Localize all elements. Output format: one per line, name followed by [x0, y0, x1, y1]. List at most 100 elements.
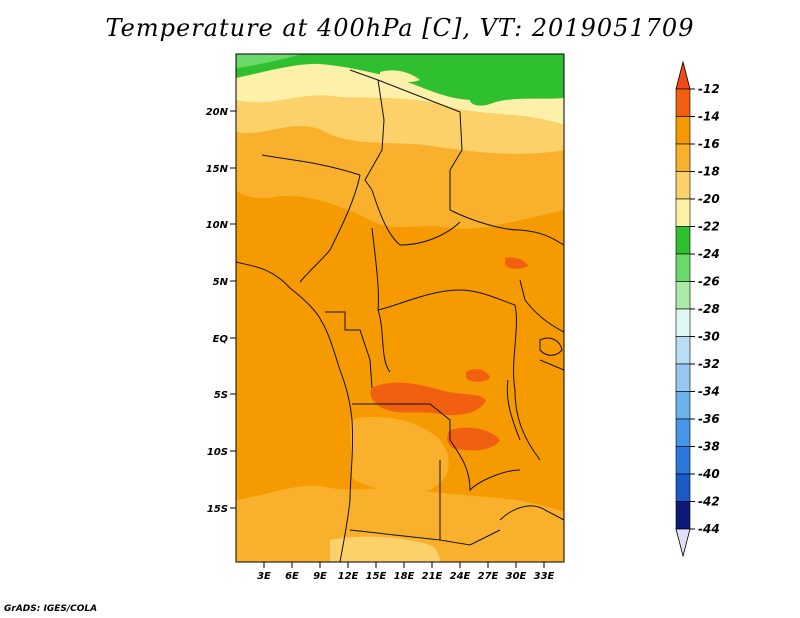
border-cameroon-car [371, 227, 379, 311]
field-band-24-east [470, 54, 564, 106]
border-angola-zambia [439, 460, 501, 546]
colorbar-label: -22 [698, 220, 720, 234]
border-chad-car [371, 189, 461, 246]
colorbar-bin [675, 308, 691, 337]
colorbar-label: -34 [698, 385, 720, 399]
colorbar-bin [675, 253, 691, 282]
border-tanzania [539, 359, 564, 371]
colorbar-bin [675, 88, 691, 117]
lat-label: 15N [206, 164, 229, 175]
lon-label: 3E [257, 571, 271, 582]
lat-label: 10S [207, 447, 228, 458]
lon-label: 6E [285, 571, 299, 582]
colorbar-label: -20 [698, 192, 720, 206]
field-band-16-south [236, 485, 564, 562]
colorbar-label: -12 [698, 82, 720, 96]
colorbar-label: -26 [698, 275, 720, 289]
colorbar-label: -32 [698, 357, 720, 371]
field-band-26 [236, 54, 300, 68]
colorbar-label: -24 [698, 247, 720, 261]
field-band-22-spot [380, 70, 420, 83]
longitude-ticks [263, 562, 545, 568]
colorbar-top-arrow [675, 60, 691, 90]
border-car-drc [377, 289, 516, 311]
colorbar-bin [675, 501, 691, 530]
border-angola-namibia [349, 529, 441, 541]
latitude-ticks [230, 110, 236, 509]
field-band-18-south [330, 536, 440, 562]
border-drc-angola [352, 403, 521, 492]
lon-label: 24E [450, 571, 471, 582]
colorbar-bins [675, 88, 691, 530]
border-uganda-kenya [519, 279, 564, 333]
colorbar-bin [675, 363, 691, 392]
field-band-18 [236, 95, 564, 155]
colorbar-bin [675, 418, 691, 447]
country-borders [236, 69, 564, 562]
coastline-west [236, 261, 354, 562]
map-frame [235, 53, 565, 563]
lat-label: 5N [213, 277, 229, 288]
colorbar-bin [675, 281, 691, 310]
colorbar-bin [675, 391, 691, 420]
border-libya-chad [349, 69, 463, 210]
longitude-labels: 3E 6E 9E 12E 15E 18E 21E 24E 27E 30E 33E [257, 571, 554, 582]
colorbar-label: -44 [698, 522, 720, 536]
colorbar-label: -38 [698, 440, 720, 454]
lon-label: 18E [394, 571, 415, 582]
colorbar-bin [675, 116, 691, 145]
lat-label: 10N [206, 220, 229, 231]
lon-label: 30E [506, 571, 527, 582]
map-title: Temperature at 400hPa [C], VT: 201905170… [105, 14, 695, 42]
lake-tanganyika [506, 379, 521, 441]
colorbar-label: -16 [698, 137, 720, 151]
border-nigeria-cameroon [299, 174, 361, 283]
colorbar-bin [675, 171, 691, 200]
lon-label: 9E [313, 571, 327, 582]
border-niger-nigeria [261, 154, 361, 176]
lon-label: 12E [338, 571, 359, 582]
colorbar-label: -40 [698, 467, 720, 481]
field-hot-south [447, 427, 500, 451]
colorbar-bin [675, 473, 691, 502]
field-hot-congo [370, 382, 486, 416]
border-niger-chad [364, 79, 385, 191]
colorbar-label: -30 [698, 330, 720, 344]
latitude-labels: 20N 15N 10N 5N EQ 5S 10S 15S [206, 107, 229, 515]
lon-label: 21E [422, 571, 443, 582]
lon-label: 33E [534, 571, 555, 582]
field-hot-mid [466, 369, 490, 382]
lat-label: 5S [214, 390, 228, 401]
grads-credit: GrADS: IGES/COLA [4, 604, 98, 614]
temperature-field [236, 54, 564, 562]
colorbar-ticks [690, 88, 695, 530]
lat-label: EQ [213, 334, 229, 345]
border-sudan-ssudan [449, 209, 564, 246]
colorbar-bin [675, 198, 691, 227]
field-band-16-southcentral [350, 416, 449, 492]
field-hot-east [505, 257, 528, 269]
border-drc-east [513, 304, 541, 461]
colorbar-bin [675, 226, 691, 255]
colorbar-bin [675, 336, 691, 365]
border-congo-drc [377, 309, 391, 373]
colorbar-label: -36 [698, 412, 720, 426]
colorbar-bin [675, 446, 691, 475]
border-zambia-east [499, 505, 564, 521]
lat-label: 15S [207, 504, 228, 515]
lon-label: 27E [478, 571, 499, 582]
colorbar-bin [675, 143, 691, 172]
lat-label: 20N [206, 107, 229, 118]
colorbar-label: -28 [698, 302, 720, 316]
colorbar-bottom-arrow [675, 528, 691, 558]
lake-victoria [539, 337, 563, 356]
lon-label: 15E [366, 571, 387, 582]
colorbar-labels: -12 -14 -16 -18 -20 -22 -24 -26 -28 -30 -32 -34 -36 -… [698, 82, 720, 536]
colorbar-label: -42 [698, 495, 720, 509]
field-band-24 [236, 54, 470, 100]
colorbar-label: -14 [698, 110, 720, 124]
field-band-16 [236, 126, 564, 229]
border-gabon-congo [325, 311, 373, 389]
colorbar: -12 -14 -16 -18 -20 -22 -24 -26 -28 -30 -32 -34 -36 -… [675, 60, 720, 558]
